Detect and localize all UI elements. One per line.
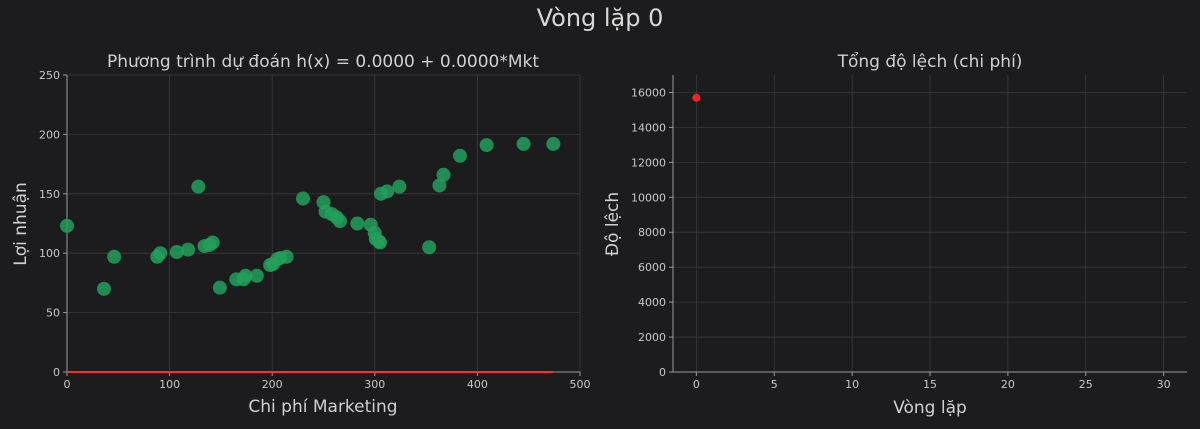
y-tick-label: 16000 [631, 86, 666, 99]
data-point [96, 281, 111, 296]
x-tick-label: 20 [1001, 378, 1015, 391]
x-tick-label: 300 [364, 378, 385, 391]
cost-point [692, 93, 701, 102]
data-point [238, 268, 253, 283]
x-tick-label: 200 [262, 378, 283, 391]
y-tick-label: 14000 [631, 121, 666, 134]
data-point [169, 245, 184, 260]
y-tick-label: 4000 [638, 296, 666, 309]
x-axis-label: Vòng lặp [893, 398, 967, 418]
grid [673, 75, 1187, 373]
y-axis-label: Lợi nhuận [11, 182, 31, 266]
data-point [107, 249, 122, 264]
data-point [60, 218, 74, 233]
cost-chart: Tổng độ lệch (chi phí) 0 5 10 15 20 25 30 0 2000… [603, 51, 1187, 418]
grid [66, 74, 581, 373]
data-point [479, 138, 494, 153]
y-tick-label: 50 [46, 307, 60, 320]
data-point [191, 179, 206, 194]
data-point [332, 214, 347, 229]
x-tick-label: 100 [159, 378, 180, 391]
x-tick-label: 5 [771, 378, 778, 391]
chart-title: Tổng độ lệch (chi phí) [837, 51, 1023, 72]
y-tick-label: 250 [39, 69, 60, 82]
data-point [350, 216, 365, 231]
data-point [212, 280, 227, 295]
data-point [380, 184, 395, 199]
regression-chart: Phương trình dự đoán h(x) = 0.0000 + 0.0… [11, 52, 591, 417]
data-point [516, 136, 531, 151]
x-tick-label: 25 [1079, 378, 1093, 391]
data-point [546, 136, 561, 151]
data-marks [60, 136, 561, 373]
data-point [279, 249, 294, 264]
x-tick-label: 15 [923, 378, 937, 391]
x-tick-label: 10 [845, 378, 859, 391]
x-tick-label: 0 [693, 378, 700, 391]
data-point [436, 167, 451, 182]
x-axis-label: Chi phí Marketing [248, 397, 397, 417]
data-point [452, 148, 467, 163]
y-tick-label: 150 [39, 188, 60, 201]
x-tick-label: 0 [64, 378, 71, 391]
chart-title: Phương trình dự đoán h(x) = 0.0000 + 0.0… [107, 52, 539, 72]
data-point [249, 268, 264, 283]
x-tick-label: 30 [1157, 378, 1171, 391]
y-tick-label: 200 [39, 128, 60, 141]
data-point [295, 191, 310, 206]
x-tick-label: 400 [467, 378, 488, 391]
y-tick-label: 0 [53, 366, 60, 379]
axes [63, 74, 581, 376]
data-point [432, 178, 447, 193]
data-point [205, 235, 220, 250]
tick-labels: 0 5 10 15 20 25 30 0 2000 4000 6000 8000 10000 12000 1… [631, 86, 1171, 391]
y-tick-label: 10000 [631, 191, 666, 204]
figure-title: Vòng lặp 0 [536, 4, 664, 32]
y-tick-label: 6000 [638, 261, 666, 274]
data-point [153, 246, 168, 261]
data-marks [692, 93, 701, 102]
x-tick-label: 500 [570, 378, 591, 391]
data-point [392, 179, 407, 194]
y-tick-label: 0 [659, 366, 666, 379]
data-point [422, 240, 437, 255]
y-tick-label: 100 [39, 247, 60, 260]
tick-labels: 0 100 200 300 400 500 0 50 100 150 200 250 [39, 69, 591, 391]
y-tick-label: 2000 [638, 331, 666, 344]
data-point [372, 235, 387, 250]
y-axis-label: Độ lệch [603, 192, 623, 256]
y-tick-label: 12000 [631, 156, 666, 169]
axes [669, 75, 1187, 376]
data-point [181, 242, 196, 257]
y-tick-label: 8000 [638, 226, 666, 239]
